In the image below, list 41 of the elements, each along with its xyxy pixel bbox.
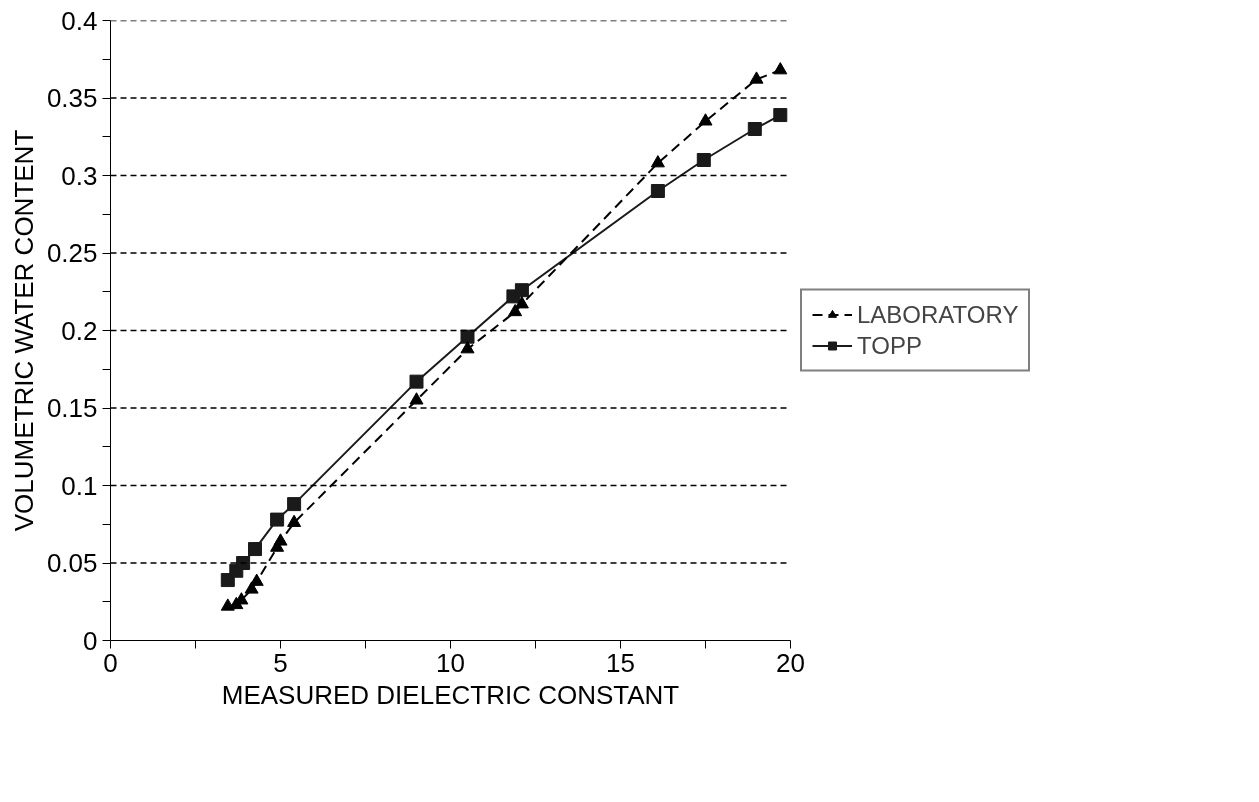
point: [287, 497, 302, 512]
point: [460, 341, 475, 354]
point: [270, 512, 285, 527]
point: [460, 329, 475, 344]
y-tick-label: 0.2: [61, 315, 98, 346]
point: [409, 392, 424, 405]
x-tick-label: 15: [606, 647, 635, 678]
point: [514, 283, 529, 298]
point: [749, 71, 764, 84]
legend-label: LABORATORY: [857, 300, 1019, 329]
y-tick-label: 0.25: [46, 238, 98, 268]
point: [287, 514, 302, 527]
point: [747, 122, 762, 136]
point: [409, 374, 424, 389]
x-axis-title: MEASURED DIELECTRIC CONSTANT: [221, 679, 680, 710]
y-axis-title: VOLUMETRIC WATER CONTENT: [8, 129, 39, 532]
x-tick-label: 10: [436, 647, 465, 678]
point: [773, 108, 788, 123]
legend-label: TOPP: [857, 331, 922, 360]
x-tick-label: 20: [776, 647, 805, 678]
x-tick-label: 5: [273, 647, 288, 678]
point: [773, 62, 788, 75]
y-tick-label: 0.1: [61, 470, 98, 501]
point: [508, 303, 523, 317]
y-tick-label: 0: [83, 625, 98, 656]
y-tick-label: 0.3: [61, 160, 98, 191]
point: [514, 296, 529, 309]
point: [248, 542, 262, 557]
y-tick-label: 0.15: [46, 393, 98, 423]
point: [273, 533, 288, 546]
y-tick-label: 0.35: [46, 83, 98, 113]
point: [236, 556, 251, 570]
y-tick-label: 0.4: [61, 5, 98, 36]
point: [696, 153, 711, 167]
x-tick-label: 0: [103, 647, 118, 678]
point: [244, 581, 259, 594]
point: [249, 573, 264, 586]
point: [650, 184, 665, 198]
point: [698, 113, 713, 126]
y-tick-label: 0.05: [46, 548, 98, 578]
point: [650, 155, 665, 168]
